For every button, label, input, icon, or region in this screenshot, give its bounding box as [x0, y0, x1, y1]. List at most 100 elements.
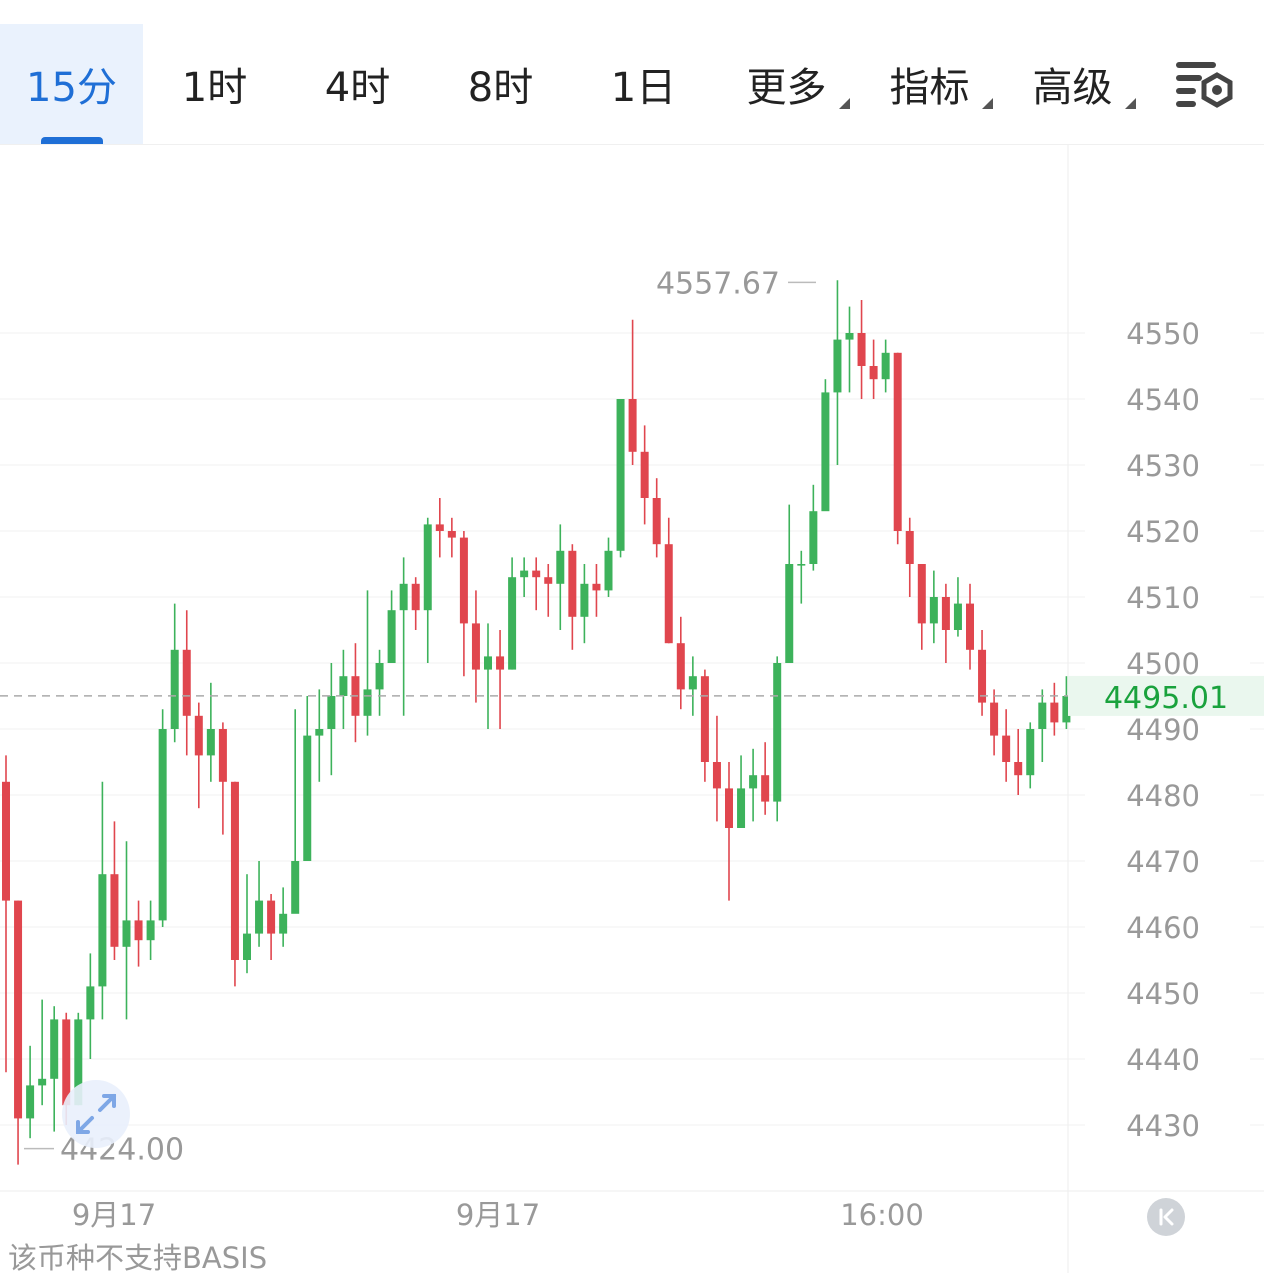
candle [857, 300, 866, 399]
tab-8h[interactable]: 8时 [429, 24, 572, 144]
chart-settings-icon[interactable] [1172, 58, 1238, 114]
candle [447, 517, 456, 558]
candle [761, 742, 770, 815]
candle-body [134, 920, 143, 941]
candle [327, 663, 336, 776]
candle [1002, 709, 1011, 782]
candle [14, 900, 23, 1165]
candle-body [122, 920, 131, 947]
tab-advanced-dropdown[interactable]: 高级 [1001, 24, 1144, 144]
candle [532, 557, 541, 611]
candle-body [62, 1019, 71, 1106]
candle [893, 352, 902, 545]
tab-label: 15分 [26, 65, 117, 111]
candle [363, 590, 372, 736]
candle-body [544, 577, 553, 584]
candle-body [291, 861, 300, 914]
candle-body [1038, 702, 1047, 729]
tab-more-dropdown[interactable]: 更多 [715, 24, 858, 144]
candle-body [471, 623, 480, 670]
candle [399, 557, 408, 716]
last-price-tag-bg [1068, 675, 1264, 716]
candle [1026, 722, 1035, 789]
tab-label: 1日 [610, 65, 677, 111]
tab-15m[interactable]: 15分 [0, 24, 143, 144]
candle-body [218, 729, 227, 782]
candle [640, 425, 649, 525]
candle [471, 590, 480, 703]
candle-body [38, 1078, 47, 1086]
dropdown-caret-icon [839, 98, 850, 109]
tab-indicators-dropdown[interactable]: 指标 [858, 24, 1001, 144]
price-tick-label: 4530 [1126, 449, 1200, 483]
candle [230, 781, 239, 987]
candle [508, 557, 517, 670]
candle [737, 755, 746, 828]
candle-body [978, 649, 987, 703]
candle-body [206, 729, 215, 756]
candle [1062, 676, 1071, 729]
scroll-to-latest-icon[interactable] [1147, 1198, 1185, 1236]
candle-body [459, 537, 468, 624]
candle-body [50, 1019, 59, 1079]
candle [652, 478, 661, 558]
candle [869, 339, 878, 399]
candle-body [616, 399, 625, 551]
candle-body [773, 663, 782, 802]
candle [26, 1045, 35, 1139]
candle [86, 953, 95, 1059]
tab-4h[interactable]: 4时 [286, 24, 429, 144]
candle-body [917, 564, 926, 624]
tab-label: 指标 [889, 65, 970, 111]
candle [50, 1006, 59, 1132]
candle [206, 682, 215, 782]
candle-body [761, 775, 770, 802]
candle-body [255, 900, 264, 934]
candle-body [725, 788, 733, 828]
candle-body [797, 564, 806, 566]
candle-body [435, 524, 444, 531]
time-axis: 9月17 9月17 16:00 [72, 1198, 924, 1232]
candle-body [568, 550, 577, 617]
candle [616, 399, 625, 558]
candle [459, 531, 468, 677]
candle-body [833, 339, 842, 393]
candle [484, 623, 492, 729]
candle [604, 537, 613, 597]
candle [243, 874, 251, 974]
time-tick-label: 16:00 [840, 1198, 924, 1232]
candle [110, 821, 119, 960]
candle-body [423, 524, 432, 611]
candle [339, 649, 348, 729]
candle-body [640, 451, 649, 498]
candle [218, 722, 227, 835]
tab-1d[interactable]: 1日 [572, 24, 715, 144]
candle [941, 583, 950, 663]
candle-body [194, 715, 203, 756]
candlestick-chart[interactable]: 4495.01 4550 4540 4530 4520 4510 4500 4490 4480… [0, 145, 1264, 1273]
price-tick-label: 4490 [1126, 713, 1200, 747]
candle [98, 781, 107, 1020]
candle-body [267, 900, 276, 934]
candle-body [315, 729, 324, 736]
tab-1h[interactable]: 1时 [143, 24, 286, 144]
price-tick-label: 4550 [1126, 317, 1200, 351]
candle-body [230, 781, 239, 960]
candle-body [303, 735, 312, 861]
price-tick-label: 4460 [1126, 911, 1200, 945]
candle [676, 616, 685, 710]
dropdown-caret-icon [1125, 98, 1136, 109]
candle [423, 517, 432, 663]
candle [821, 379, 830, 512]
price-tick-label: 4430 [1126, 1109, 1200, 1143]
candle-body [1026, 729, 1035, 776]
candle-body [26, 1085, 35, 1119]
expand-icon[interactable] [62, 1080, 130, 1148]
candle [688, 656, 697, 716]
candle-body [556, 550, 565, 584]
candle [279, 887, 288, 947]
high-price-label: 4557.67 [656, 266, 780, 301]
candle-body [447, 531, 456, 538]
price-tick-label: 4510 [1126, 581, 1200, 615]
candle-body [2, 781, 10, 901]
